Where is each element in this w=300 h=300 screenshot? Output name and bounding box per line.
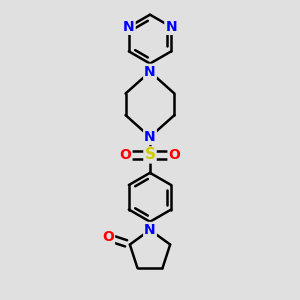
Text: N: N <box>144 65 156 79</box>
Text: N: N <box>144 130 156 144</box>
Text: N: N <box>144 223 156 237</box>
Text: O: O <box>120 148 131 162</box>
Text: N: N <box>165 20 177 34</box>
Text: S: S <box>145 147 155 162</box>
Text: N: N <box>123 20 135 34</box>
Text: O: O <box>102 230 114 244</box>
Text: O: O <box>169 148 180 162</box>
